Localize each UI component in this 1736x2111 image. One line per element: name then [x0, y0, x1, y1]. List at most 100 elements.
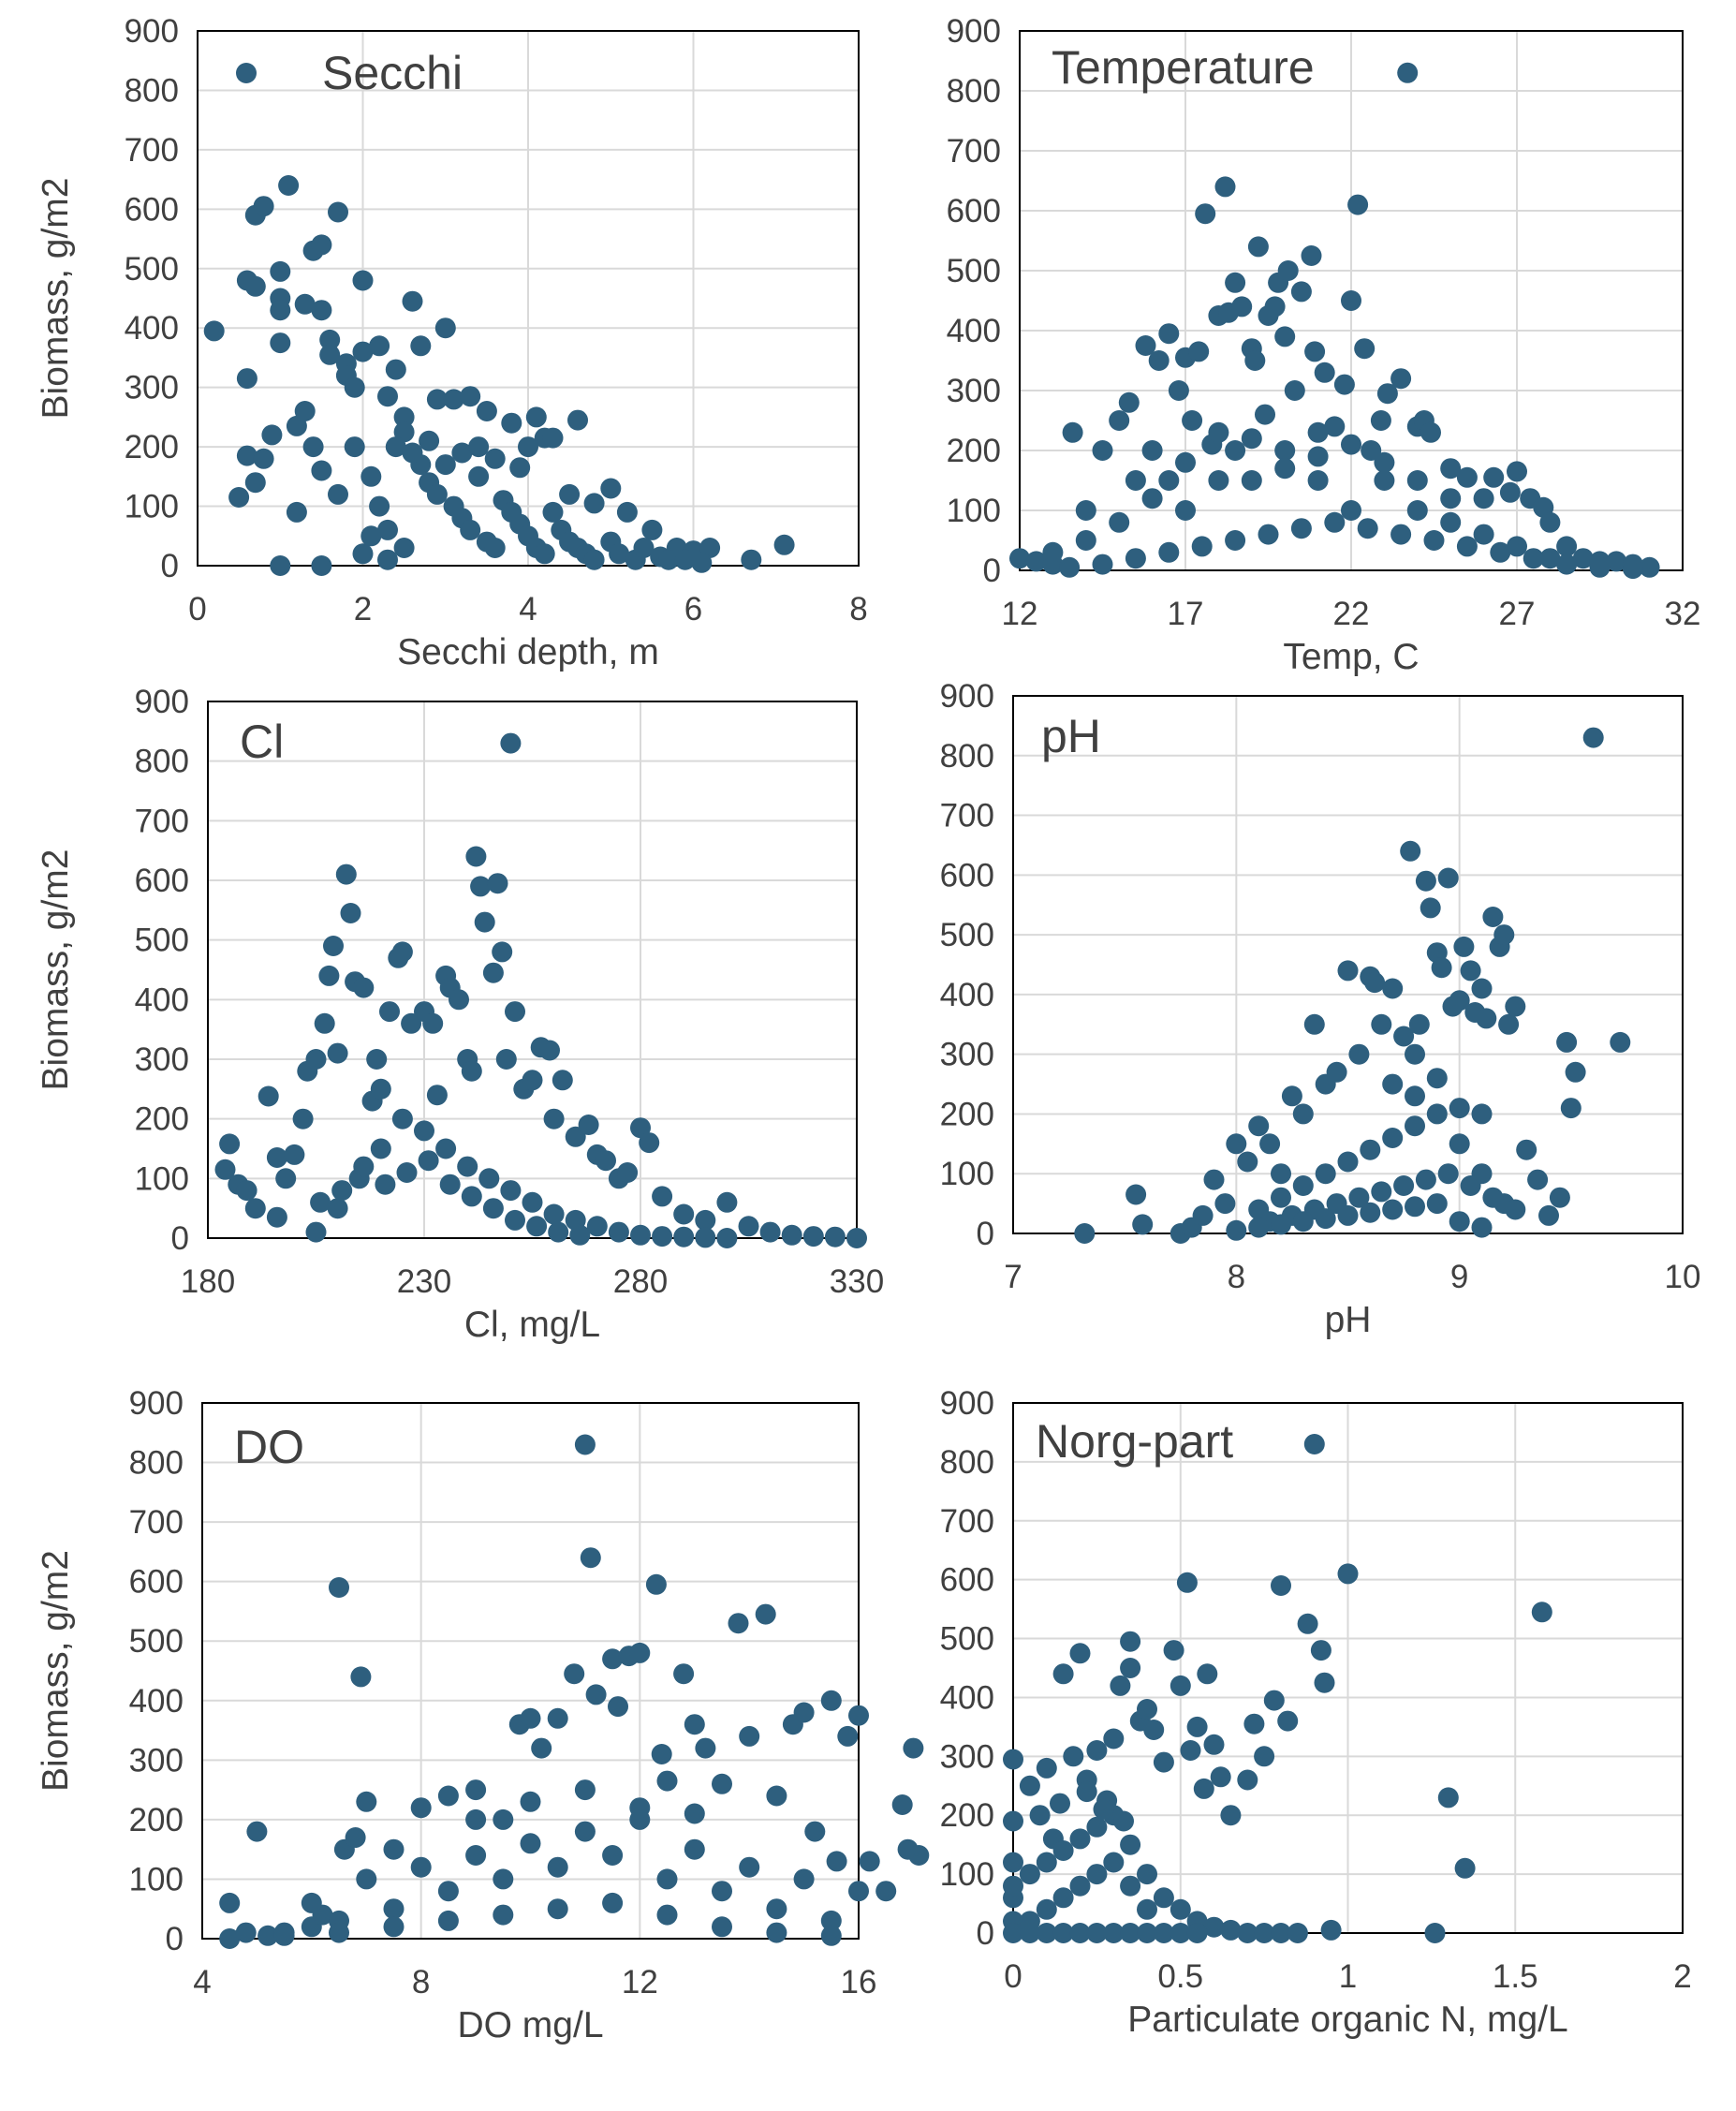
temperature-data-point — [1148, 350, 1170, 371]
do-data-point — [766, 1785, 787, 1807]
ph-data-point — [1420, 897, 1441, 919]
cl-data-point — [214, 1159, 236, 1180]
x-tick-label: 0 — [188, 591, 206, 627]
do-data-point — [246, 1821, 268, 1842]
norg-part-data-point — [1297, 1613, 1318, 1634]
y-tick-label: 0 — [983, 553, 1001, 589]
norg-part-data-point — [1103, 1728, 1125, 1749]
do-data-point — [826, 1851, 847, 1872]
secchi-y-axis-title: Biomass, g/m2 — [36, 178, 76, 420]
ph-data-point — [1271, 1214, 1291, 1235]
ph-scatter-panel: 0 100 200 300 400 500 600 700 800 900 7 8 9 10 pH pH — [940, 678, 1701, 1340]
cl-data-point — [219, 1133, 241, 1155]
secchi-data-point — [319, 344, 341, 365]
norg-part-data-point — [1237, 1923, 1258, 1943]
norg-part-data-point — [1243, 1713, 1265, 1735]
cl-data-point — [244, 1198, 266, 1219]
secchi-data-point — [443, 389, 464, 410]
ph-data-point — [1348, 1187, 1370, 1208]
ph-x-axis-title: pH — [1325, 1300, 1372, 1340]
norg-part-data-point — [1254, 1746, 1275, 1767]
temperature-data-point — [1225, 272, 1246, 293]
do-data-point — [766, 1922, 787, 1943]
secchi-data-point — [426, 389, 448, 410]
do-data-point — [219, 1928, 241, 1949]
cl-data-point — [586, 1216, 608, 1237]
do-data-point — [574, 1779, 596, 1801]
cl-data-point — [716, 1228, 738, 1248]
norg-part-data-point — [1019, 1923, 1040, 1943]
do-data-point — [383, 1838, 405, 1860]
secchi-data-point — [236, 368, 257, 390]
cl-data-point — [353, 977, 375, 998]
secchi-data-point — [236, 445, 257, 466]
secchi-data-point — [567, 409, 588, 431]
ph-plot-frame — [1012, 695, 1684, 1234]
secchi-data-point — [534, 543, 555, 565]
do-data-point — [574, 1434, 596, 1455]
secchi-data-point — [311, 234, 332, 256]
do-plot-frame — [201, 1402, 860, 1940]
cl-data-point — [366, 1049, 388, 1070]
do-data-point — [712, 1916, 732, 1938]
ph-data-point — [1326, 1061, 1347, 1083]
secchi-data-point — [609, 543, 630, 565]
do-y-axis-title: Biomass, g/m2 — [36, 1550, 76, 1792]
y-tick-label: 500 — [940, 917, 994, 953]
secchi-data-point — [319, 329, 341, 350]
do-data-point — [465, 1779, 487, 1801]
do-data-point — [219, 1892, 241, 1913]
secchi-data-point — [352, 270, 374, 291]
temperature-data-point — [1042, 541, 1064, 563]
cl-x-axis-title: Cl, mg/L — [464, 1305, 600, 1345]
ph-data-point — [1426, 1193, 1448, 1215]
cl-data-point — [630, 1224, 651, 1246]
y-tick-label: 700 — [135, 803, 189, 839]
norg-part-panel-title: Norg-part — [1036, 1415, 1233, 1468]
secchi-data-point — [360, 525, 382, 547]
secchi-plot-frame — [197, 30, 860, 567]
secchi-data-point — [674, 549, 696, 570]
norg-part-data-point — [1120, 1658, 1141, 1678]
temperature-data-point — [1473, 488, 1494, 509]
y-tick-label: 300 — [947, 373, 1001, 409]
do-data-point — [602, 1648, 624, 1670]
do-data-point — [574, 1821, 596, 1842]
ph-data-point — [1505, 996, 1526, 1017]
y-tick-label: 600 — [125, 191, 179, 228]
do-data-point — [651, 1744, 672, 1764]
cl-data-point — [565, 1126, 586, 1147]
ph-data-point — [1248, 1115, 1270, 1137]
ph-data-point — [1426, 1068, 1448, 1089]
do-data-point — [875, 1881, 897, 1902]
x-tick-label: 8 — [412, 1964, 430, 2000]
y-tick-label: 700 — [947, 133, 1001, 170]
cl-data-point — [266, 1206, 287, 1228]
do-data-point — [580, 1547, 601, 1569]
cl-data-point — [422, 1012, 444, 1034]
secchi-data-point — [518, 436, 538, 458]
norg-part-data-point — [1052, 1887, 1074, 1909]
norg-part-data-point — [1454, 1857, 1476, 1879]
ph-data-point — [1393, 1026, 1415, 1047]
y-tick-label: 0 — [161, 548, 179, 584]
temperature-data-point — [1406, 470, 1428, 491]
cl-data-point — [639, 1132, 660, 1154]
temperature-plot-frame — [1019, 30, 1684, 571]
y-tick-label: 800 — [135, 744, 189, 780]
norg-part-data-point — [1310, 1640, 1331, 1661]
temperature-data-point — [1274, 440, 1296, 461]
norg-part-data-point — [1069, 1923, 1091, 1943]
y-tick-label: 600 — [940, 857, 994, 893]
y-tick-label: 800 — [129, 1445, 184, 1482]
y-tick-label: 100 — [135, 1160, 189, 1197]
temperature-data-point — [1341, 290, 1361, 311]
cl-data-point — [284, 1144, 305, 1165]
secchi-data-point — [228, 487, 250, 508]
norg-part-data-point — [1086, 1923, 1108, 1943]
do-data-point — [383, 1916, 405, 1938]
ph-data-point — [1382, 1199, 1404, 1220]
norg-part-data-point — [1531, 1602, 1552, 1623]
cl-data-point — [418, 1150, 439, 1172]
cl-data-point — [331, 1180, 353, 1202]
